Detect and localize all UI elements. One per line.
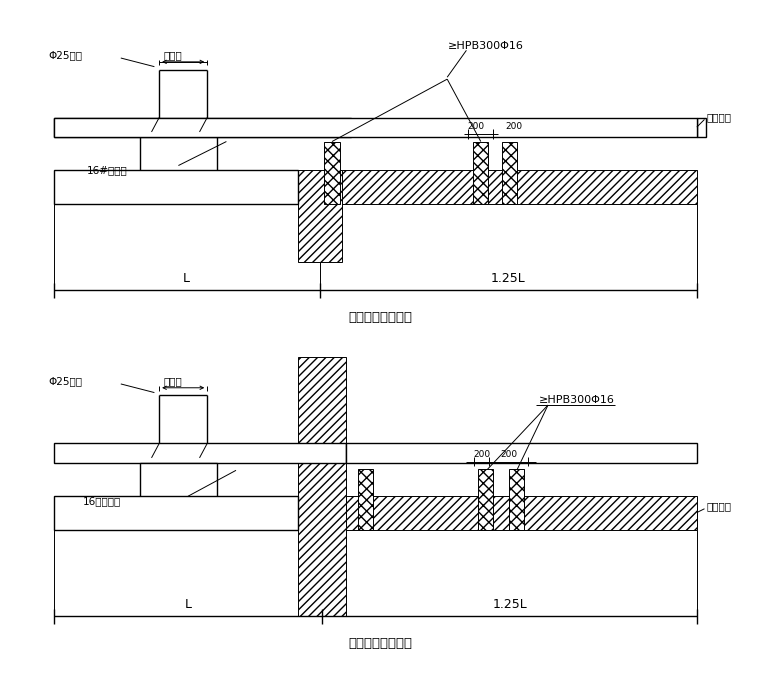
Bar	[299, 170, 341, 261]
Bar	[325, 141, 340, 204]
Text: 16#工字钓: 16#工字钓	[87, 165, 128, 175]
Bar	[502, 141, 518, 204]
Text: ≥HPB300Φ16: ≥HPB300Φ16	[448, 41, 524, 50]
Text: 同架宽: 同架宽	[164, 50, 182, 60]
Bar	[508, 469, 524, 530]
Text: Φ25钉筋: Φ25钉筋	[49, 50, 83, 60]
Bar	[473, 141, 489, 204]
Bar	[54, 117, 697, 136]
Text: Φ25钉筋: Φ25钉筋	[49, 376, 83, 386]
Text: 木槟婥紧: 木槟婥紧	[706, 501, 731, 511]
Bar	[299, 357, 347, 617]
Bar	[347, 443, 697, 462]
Text: 200: 200	[500, 449, 518, 458]
Text: 1.25L: 1.25L	[492, 598, 527, 611]
Bar	[140, 136, 217, 185]
Bar	[54, 496, 299, 530]
Bar	[697, 117, 706, 136]
Text: 悬挂钓棁楼面构造: 悬挂钓棁楼面构造	[348, 311, 412, 324]
Text: 1.25L: 1.25L	[490, 272, 525, 285]
Bar	[478, 469, 493, 530]
Bar	[341, 170, 697, 204]
Bar	[54, 117, 351, 136]
Text: 16号工字钓: 16号工字钓	[82, 496, 121, 506]
Text: L: L	[182, 272, 189, 285]
Text: 200: 200	[467, 122, 485, 130]
Text: 200: 200	[473, 449, 490, 458]
Text: ≥HPB300Φ16: ≥HPB300Φ16	[538, 395, 614, 405]
Bar	[140, 462, 217, 511]
Text: 木槟婥紧: 木槟婥紧	[706, 113, 731, 122]
Text: 悬挂钓棁穿墙构造: 悬挂钓棁穿墙构造	[348, 637, 412, 650]
Bar	[347, 496, 697, 530]
Bar	[54, 170, 299, 204]
Bar	[54, 443, 347, 462]
Bar	[358, 469, 373, 530]
Text: 200: 200	[506, 122, 523, 130]
Text: L: L	[185, 598, 192, 611]
Text: 同架宽: 同架宽	[164, 376, 182, 386]
